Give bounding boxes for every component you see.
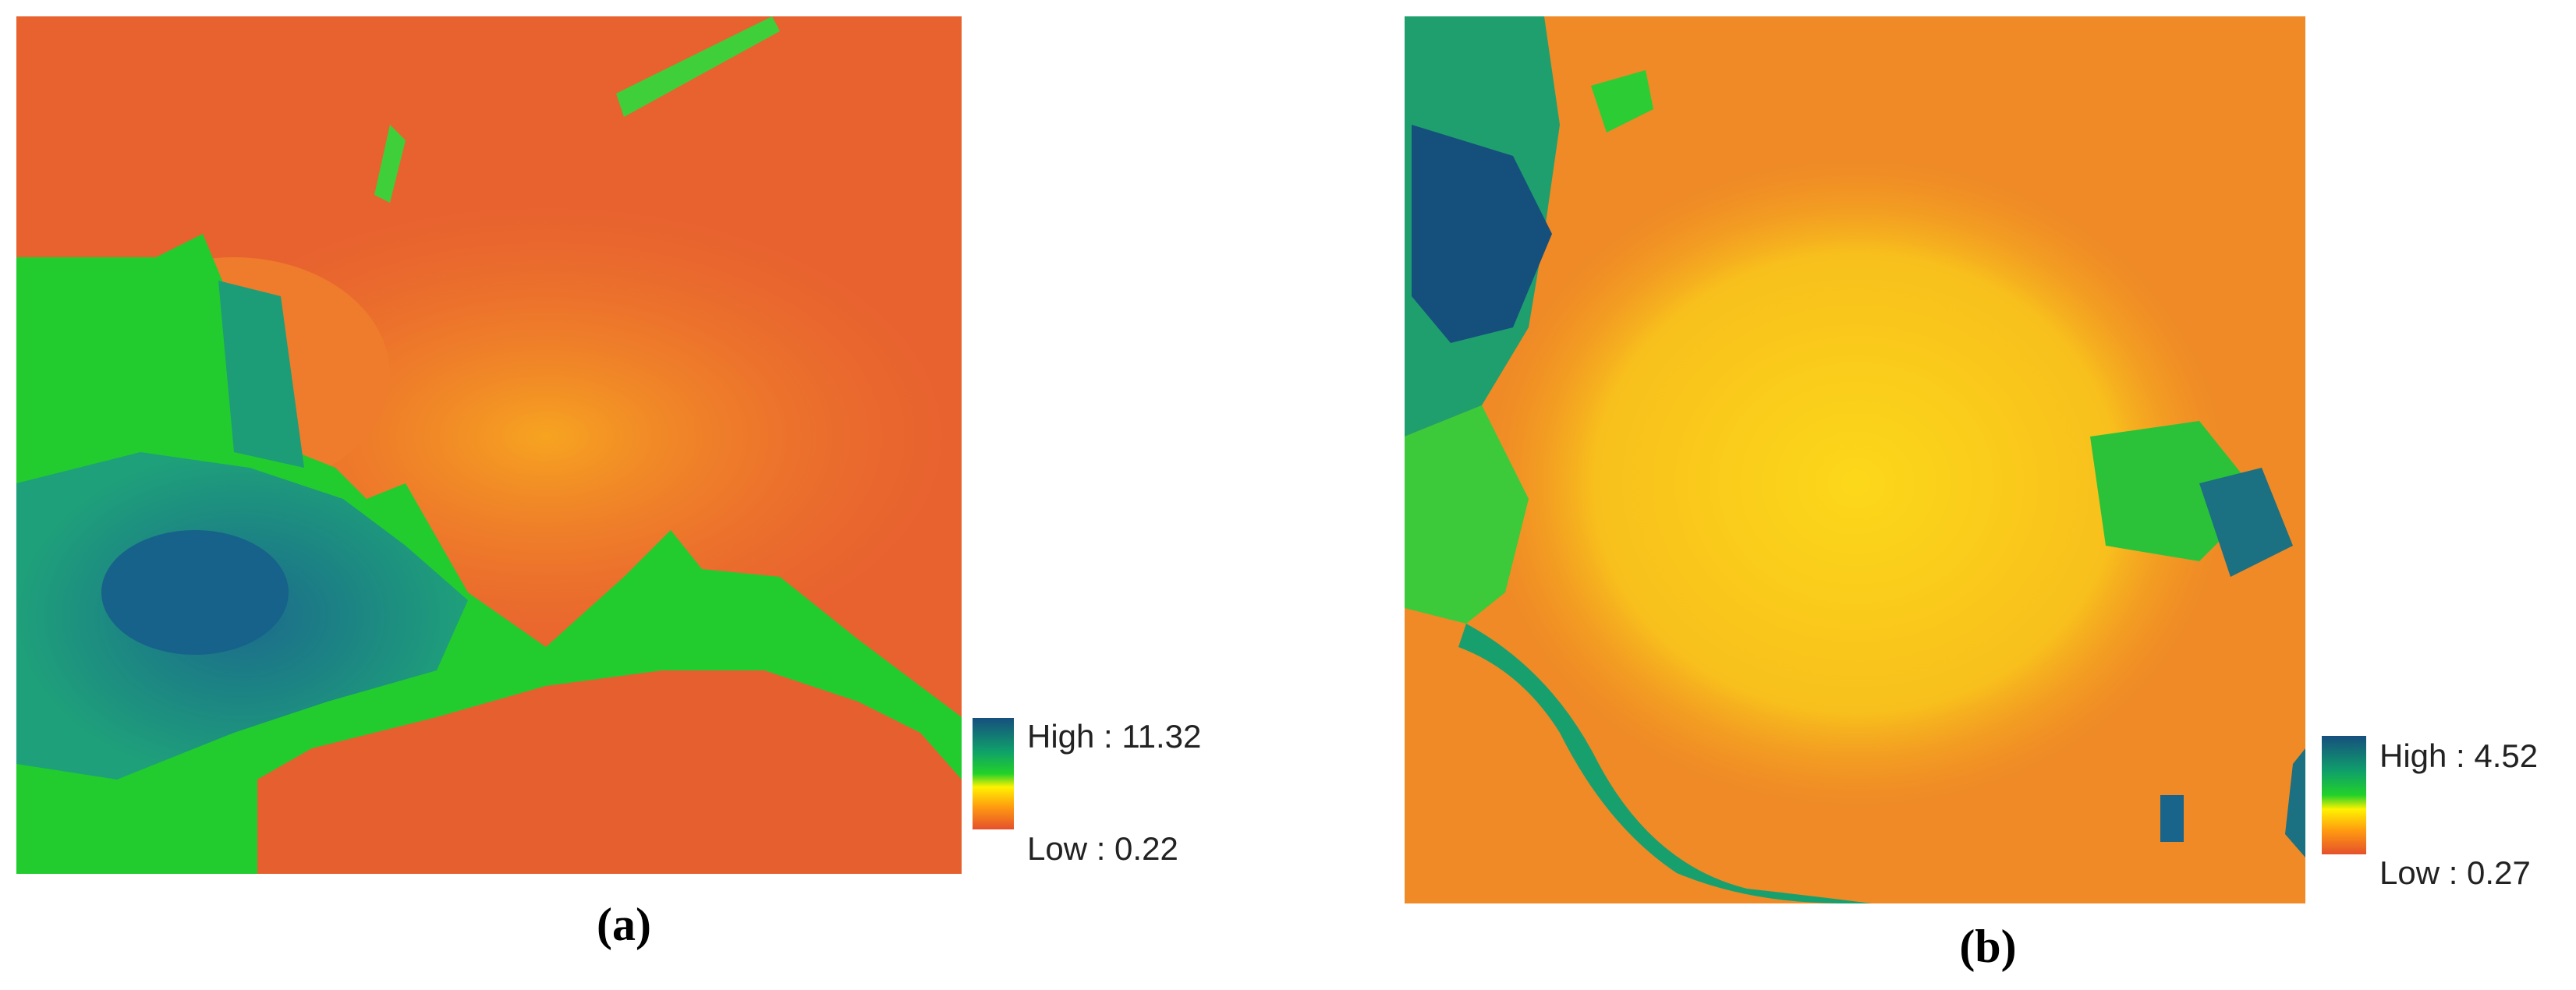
legend-ramp <box>973 718 1014 829</box>
map-b <box>1405 16 2305 903</box>
panel-label: (a) <box>597 899 651 950</box>
legend-ramp <box>2322 736 2366 854</box>
legend-low: Low : 0.27 <box>2379 854 2531 891</box>
legend-high: High : 4.52 <box>2379 737 2538 774</box>
map-a <box>16 16 962 874</box>
panel-label: (b) <box>1959 921 2016 972</box>
legend-high: High : 11.32 <box>1027 718 1201 755</box>
legend-low: Low : 0.22 <box>1027 830 1178 867</box>
